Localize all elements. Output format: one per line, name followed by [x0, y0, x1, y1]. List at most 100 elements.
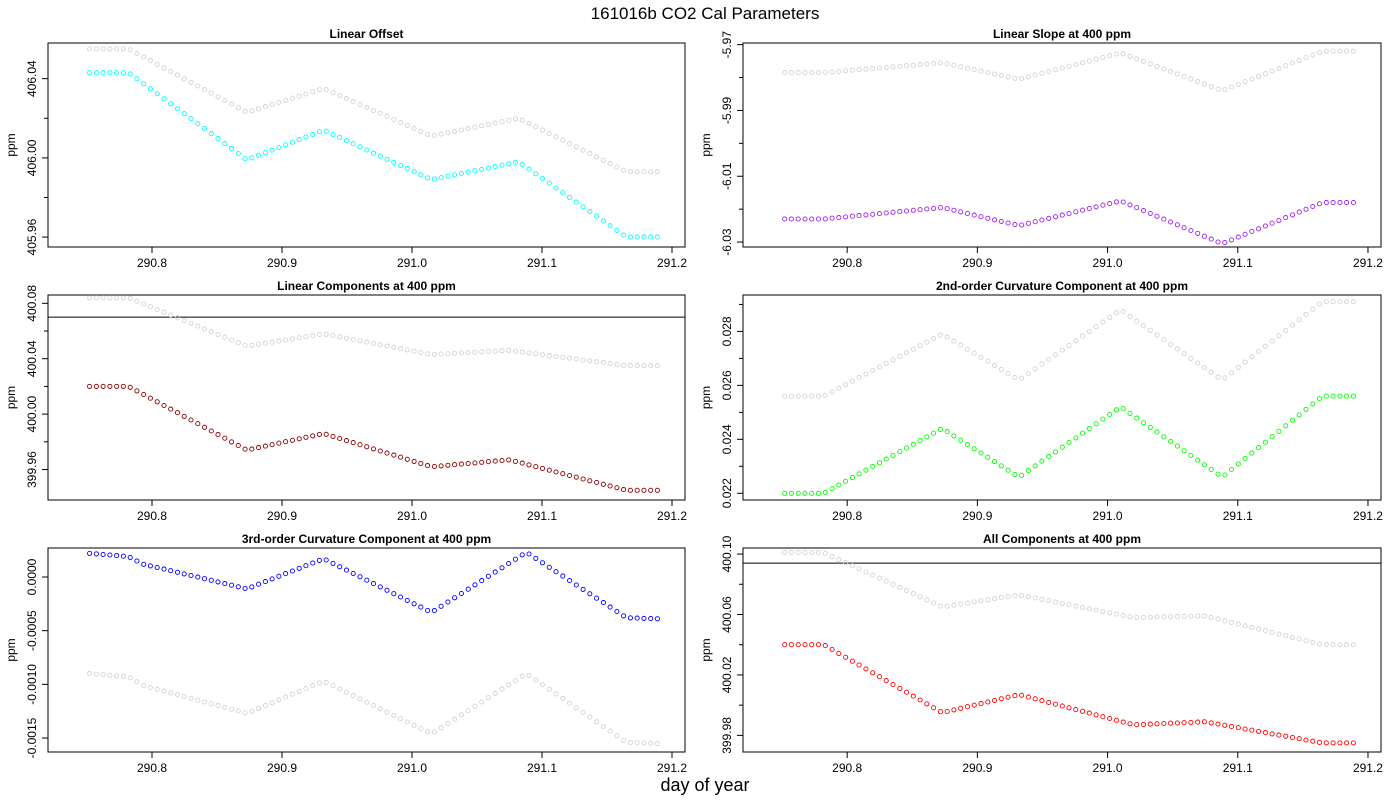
data-point — [607, 360, 613, 367]
data-point — [1276, 631, 1282, 637]
data-point — [1289, 634, 1296, 640]
data-point — [1161, 720, 1167, 727]
data-point — [235, 105, 241, 111]
y-axis-label: ppm — [4, 386, 18, 409]
data-point — [992, 459, 998, 465]
data-point — [580, 147, 586, 153]
data-point — [283, 337, 289, 343]
data-point — [998, 696, 1004, 702]
data-point — [316, 680, 322, 686]
data-point — [1269, 68, 1275, 74]
y-axis-label: ppm — [699, 133, 713, 156]
data-point — [533, 124, 539, 130]
data-point — [256, 445, 262, 451]
y-tick-label: -0.0015 — [25, 717, 39, 758]
data-point — [546, 180, 552, 186]
data-point — [890, 581, 896, 587]
data-point — [283, 694, 289, 700]
data-point — [917, 697, 923, 703]
data-point — [1323, 642, 1329, 648]
data-point — [1086, 425, 1092, 432]
data-point — [1019, 472, 1025, 478]
data-point — [533, 555, 539, 561]
data-point — [614, 608, 620, 615]
data-point — [201, 326, 208, 332]
data-point — [431, 608, 437, 614]
data-point — [958, 209, 964, 215]
data-point — [1201, 613, 1207, 619]
data-point — [283, 142, 289, 148]
data-point — [1059, 703, 1065, 709]
data-point — [539, 560, 546, 566]
data-point — [1086, 328, 1092, 334]
data-point — [519, 117, 525, 123]
data-point — [634, 234, 640, 240]
data-point — [998, 218, 1004, 224]
data-point — [903, 445, 910, 451]
data-point — [310, 131, 316, 137]
data-point — [876, 460, 883, 466]
data-point — [1012, 374, 1018, 381]
data-point — [465, 126, 471, 132]
x-tick-label: 291.1 — [1223, 509, 1253, 523]
data-point — [809, 70, 815, 76]
data-point — [174, 569, 181, 575]
data-point — [1052, 352, 1059, 358]
data-point — [1107, 201, 1113, 207]
data-point — [208, 131, 214, 137]
data-point — [1296, 736, 1302, 742]
data-point — [836, 556, 842, 563]
data-point — [485, 348, 491, 355]
data-point — [1059, 347, 1065, 353]
data-point — [836, 650, 842, 656]
data-point — [465, 169, 471, 175]
data-point — [425, 131, 431, 137]
data-point — [168, 690, 174, 696]
data-point — [492, 164, 498, 170]
data-point — [323, 557, 329, 563]
data-point — [120, 383, 126, 389]
data-point — [120, 295, 126, 301]
data-point — [526, 462, 532, 468]
data-point — [944, 61, 950, 67]
data-point — [964, 441, 971, 448]
x-tick-label: 290.9 — [962, 761, 992, 775]
data-point — [1269, 220, 1275, 226]
y-tick-label: 406.00 — [25, 139, 39, 176]
data-point — [1235, 621, 1241, 627]
panel-title: Linear Components at 400 ppm — [277, 279, 456, 293]
data-point — [283, 97, 289, 103]
data-point — [849, 475, 855, 481]
data-point — [147, 58, 153, 64]
data-point — [141, 683, 147, 689]
data-point — [978, 701, 984, 707]
panel-title: Linear Slope at 400 ppm — [993, 27, 1131, 41]
data-point — [992, 71, 998, 77]
data-point — [903, 350, 910, 356]
data-point — [1012, 222, 1018, 228]
data-point — [1052, 214, 1059, 220]
data-point — [931, 205, 937, 211]
data-point — [1242, 456, 1248, 462]
data-point — [580, 476, 586, 482]
data-point — [242, 108, 248, 114]
data-point — [235, 340, 241, 346]
data-point — [1215, 721, 1221, 727]
data-point — [1093, 607, 1099, 613]
data-point — [1127, 53, 1133, 59]
data-point — [242, 710, 248, 716]
data-point — [1181, 225, 1187, 231]
panel-4: 2nd-order Curvature Component at 400 ppm… — [699, 279, 1383, 523]
x-tick-label: 291.2 — [1353, 509, 1383, 523]
data-point — [1215, 239, 1221, 245]
data-point — [1032, 595, 1038, 601]
data-point — [276, 338, 282, 344]
data-point — [1296, 209, 1302, 215]
data-point — [1100, 319, 1106, 325]
data-point — [411, 348, 417, 354]
x-tick-label: 291.1 — [527, 256, 557, 270]
data-point — [235, 442, 241, 449]
data-point — [100, 551, 106, 558]
data-point — [1052, 599, 1059, 605]
x-tick-label: 291.2 — [1353, 256, 1383, 270]
